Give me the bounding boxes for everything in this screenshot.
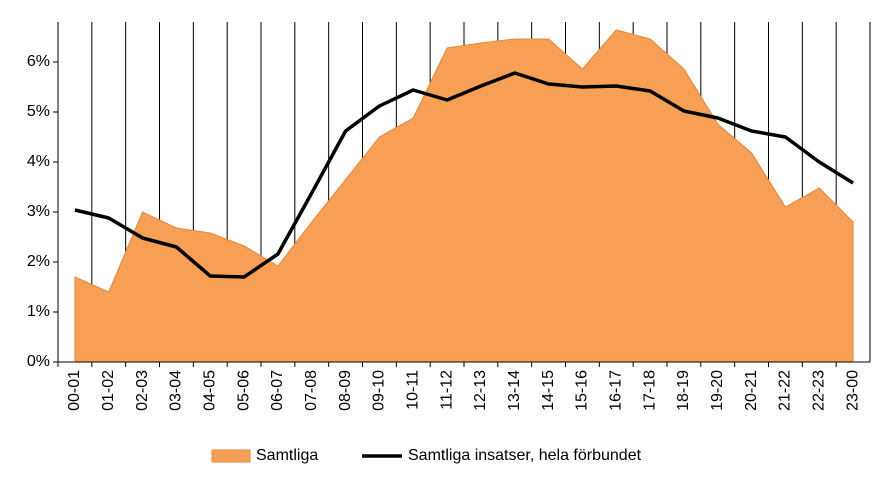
x-tick-label: 04-05 [201, 370, 218, 411]
y-tick-label: 6% [27, 53, 50, 70]
y-tick-label: 0% [27, 353, 50, 370]
y-tick-label: 1% [27, 303, 50, 320]
x-tick-label: 10-11 [404, 370, 421, 410]
x-tick-label: 12-13 [472, 370, 489, 411]
x-tick-label: 09-10 [371, 370, 388, 411]
x-tick-label: 23-00 [844, 370, 861, 411]
x-tick-label: 19-20 [709, 370, 726, 411]
x-tick-label: 00-01 [66, 370, 83, 411]
legend-label: Samtliga insatser, hela förbundet [408, 447, 642, 464]
x-tick-label: 03-04 [168, 370, 185, 411]
x-tick-label: 22-23 [810, 370, 827, 411]
x-tick-label: 16-17 [607, 370, 624, 411]
x-tick-label: 06-07 [269, 370, 286, 411]
y-tick-label: 3% [27, 203, 50, 220]
x-tick-label: 01-02 [100, 370, 117, 411]
x-tick-label: 18-19 [675, 370, 692, 411]
x-tick-label: 07-08 [303, 370, 320, 411]
x-tick-label: 13-14 [506, 370, 523, 411]
x-tick-label: 14-15 [540, 370, 557, 411]
x-tick-label: 15-16 [574, 370, 591, 411]
x-tick-label: 21-22 [777, 370, 794, 411]
x-tick-label: 17-18 [641, 370, 658, 411]
area [74, 29, 854, 363]
x-tick-label: 02-03 [134, 370, 151, 411]
x-tick-label: 08-09 [337, 370, 354, 411]
y-tick-label: 2% [27, 253, 50, 270]
x-tick-label: 11-12 [438, 370, 455, 410]
y-tick-label: 4% [27, 153, 50, 170]
legend-swatch [211, 449, 251, 463]
legend-label: Samtliga [256, 447, 318, 464]
y-tick-label: 5% [27, 103, 50, 120]
x-tick-label: 05-06 [235, 370, 252, 411]
x-tick-label: 20-21 [743, 370, 760, 411]
line [74, 71, 855, 279]
